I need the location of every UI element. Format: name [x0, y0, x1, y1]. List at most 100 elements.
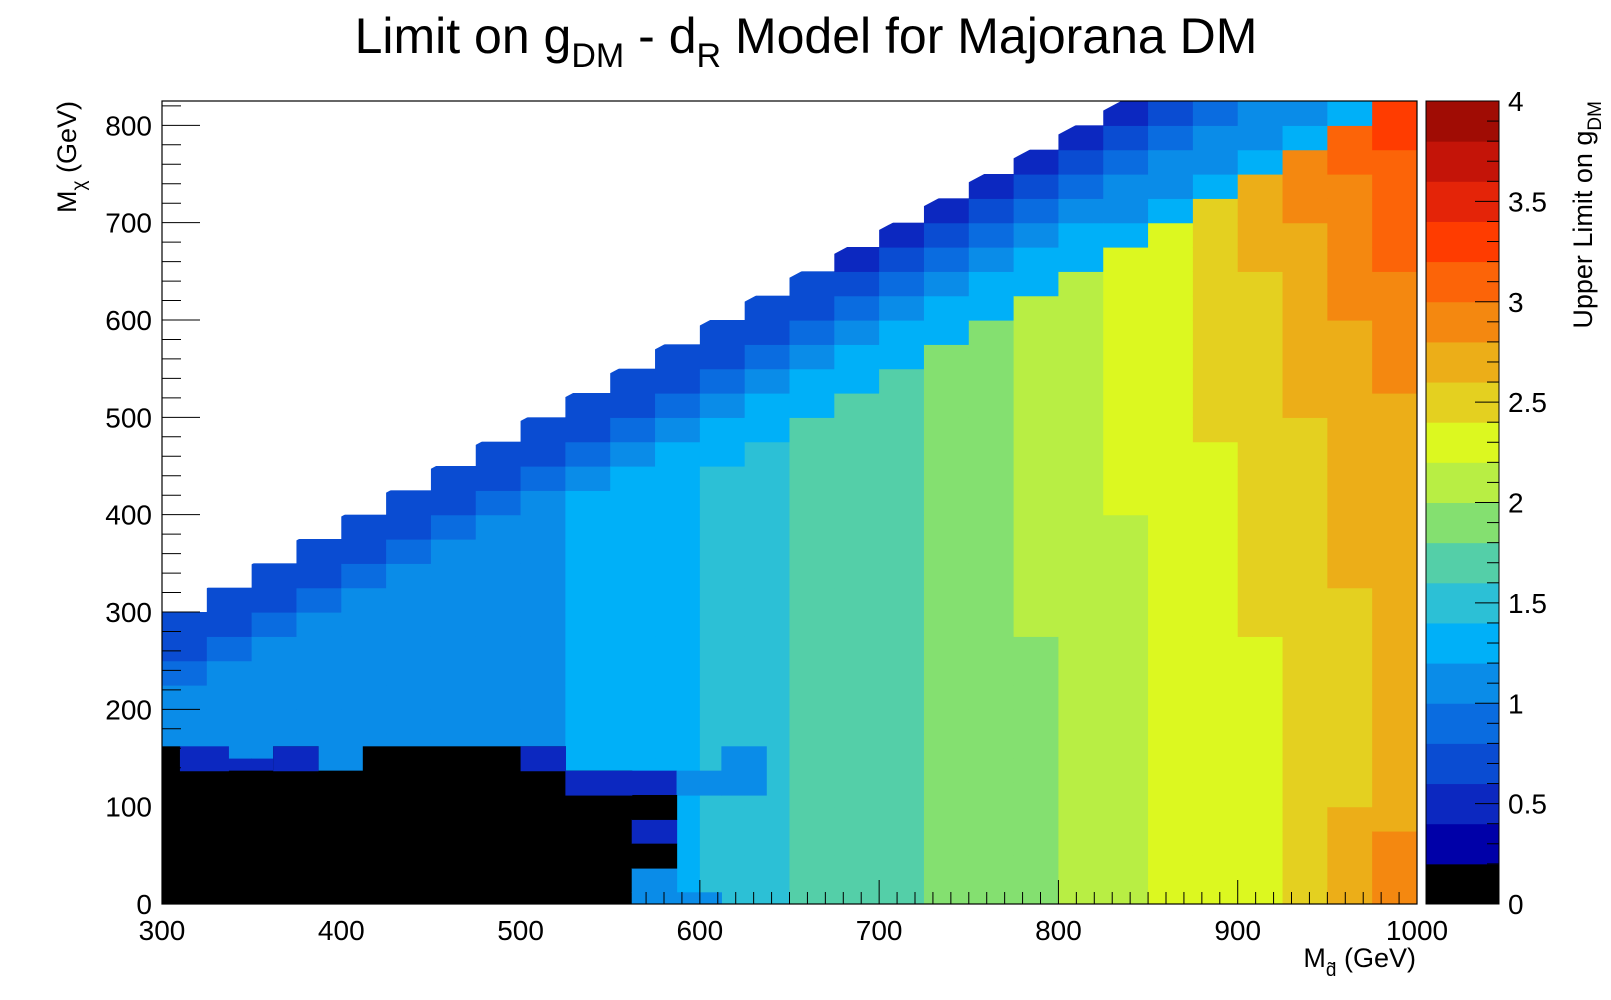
heatmap-cell — [923, 417, 970, 443]
heatmap-cell — [341, 636, 387, 662]
heatmap-cell — [789, 441, 835, 467]
y-tick-label: 0 — [136, 889, 152, 920]
heatmap-cell — [699, 709, 746, 735]
heatmap-cell — [1192, 587, 1239, 613]
heatmap-cell — [789, 368, 835, 394]
heatmap-cell — [1372, 685, 1417, 710]
y-axis-label: Mχ (GeV) — [52, 101, 90, 213]
heatmap-cell — [1148, 733, 1194, 759]
heatmap-cell — [1192, 466, 1239, 491]
heatmap-cell — [162, 746, 181, 772]
heatmap-cell — [475, 660, 522, 686]
heatmap-cell — [655, 685, 701, 710]
heatmap-cell — [789, 344, 835, 370]
heatmap-cell — [923, 222, 970, 248]
heatmap-cell — [699, 417, 746, 443]
heatmap-cell — [520, 685, 566, 710]
heatmap-cell — [1103, 247, 1149, 272]
heatmap-cell — [1058, 539, 1104, 564]
heatmap-cell — [1058, 490, 1104, 516]
heatmap-cell — [655, 612, 701, 637]
heatmap-cell — [1103, 441, 1149, 467]
heatmap-cell — [1237, 758, 1284, 783]
heatmap-cell — [1372, 174, 1417, 199]
heatmap-cell — [1148, 149, 1194, 175]
heatmap-cell — [1192, 417, 1239, 443]
heatmap-cell — [610, 539, 656, 564]
heatmap-cell — [1372, 636, 1417, 662]
heatmap-cell — [1327, 198, 1373, 224]
heatmap-cell — [744, 806, 791, 832]
heatmap-cell — [1372, 563, 1417, 589]
heatmap-cell — [430, 490, 477, 516]
heatmap-cell — [251, 563, 298, 589]
heatmap-cell — [1013, 782, 1060, 808]
heatmap-cell — [1058, 222, 1104, 248]
heatmap-cell — [1148, 174, 1194, 199]
heatmap-cell — [1372, 879, 1417, 904]
heatmap-cell — [834, 247, 880, 272]
heatmap-cell — [699, 466, 746, 491]
heatmap-cell — [834, 758, 880, 783]
heatmap-cell — [475, 539, 522, 564]
heatmap-cell — [1192, 539, 1239, 564]
heatmap-cell — [1372, 806, 1417, 832]
heatmap-cell — [610, 660, 656, 686]
heatmap-cell — [923, 490, 970, 516]
heatmap-cell — [1372, 295, 1417, 321]
heatmap-cell — [520, 441, 566, 467]
y-tick-label: 100 — [105, 792, 152, 823]
heatmap-cell — [1148, 539, 1194, 564]
heatmap-cell — [1237, 174, 1284, 199]
heatmap-cell — [923, 441, 970, 467]
heatmap-cell — [1282, 466, 1328, 491]
heatmap-cell — [1148, 612, 1194, 637]
heatmap-cell — [430, 466, 477, 491]
heatmap-cell — [1103, 344, 1149, 370]
excluded-region-mask — [162, 101, 1122, 612]
heatmap-cell — [655, 709, 701, 735]
heatmap-cell — [386, 636, 432, 662]
heatmap-cell — [1148, 490, 1194, 516]
heatmap-cell — [1192, 368, 1239, 394]
heatmap-cell — [610, 636, 656, 662]
heatmap-cell — [1058, 466, 1104, 491]
heatmap-cell — [1148, 198, 1194, 224]
heatmap-cell — [789, 466, 835, 491]
heatmap-cell — [1372, 831, 1417, 856]
heatmap-cell — [610, 709, 656, 735]
heatmap-cell — [1103, 393, 1149, 418]
chart-title: Limit on gDM - dR Model for Majorana DM — [355, 8, 1258, 75]
heatmap-cell — [1327, 393, 1373, 418]
heatmap-cell — [834, 709, 880, 735]
heatmap-cell — [744, 320, 791, 345]
heatmap-cell — [879, 709, 925, 735]
heatmap-cell — [1282, 733, 1328, 759]
heatmap-cell — [1327, 587, 1373, 613]
heatmap-cell — [834, 685, 880, 710]
heatmap-cell — [923, 247, 970, 272]
heatmap-cell — [1282, 660, 1328, 686]
heatmap-cell — [520, 490, 566, 516]
heatmap-cell — [1103, 271, 1149, 297]
heatmap-cell — [968, 247, 1015, 272]
heatmap-cell — [1327, 344, 1373, 370]
heatmap-cell — [879, 344, 925, 370]
heatmap-cell — [1192, 758, 1239, 783]
heatmap-cell — [1237, 514, 1284, 540]
heatmap-cell — [1013, 368, 1060, 394]
heatmap-cell — [1372, 539, 1417, 564]
heatmap-cell — [1372, 733, 1417, 759]
heatmap-cell — [1327, 295, 1373, 321]
heatmap-cell — [1372, 393, 1417, 418]
heatmap-cell — [1327, 709, 1373, 735]
color-scale-swatch — [1426, 663, 1499, 704]
x-axis: 300 400 500 600 700 800 900 1000 — [139, 880, 1448, 946]
heatmap-cell — [1013, 806, 1060, 832]
heatmap-cell — [430, 514, 477, 540]
color-scale-swatch — [1426, 301, 1499, 343]
heatmap-cell — [1103, 539, 1149, 564]
heatmap-cell — [1282, 393, 1328, 418]
heatmap-cell — [475, 636, 522, 662]
z-tick-label: 0 — [1508, 889, 1524, 920]
